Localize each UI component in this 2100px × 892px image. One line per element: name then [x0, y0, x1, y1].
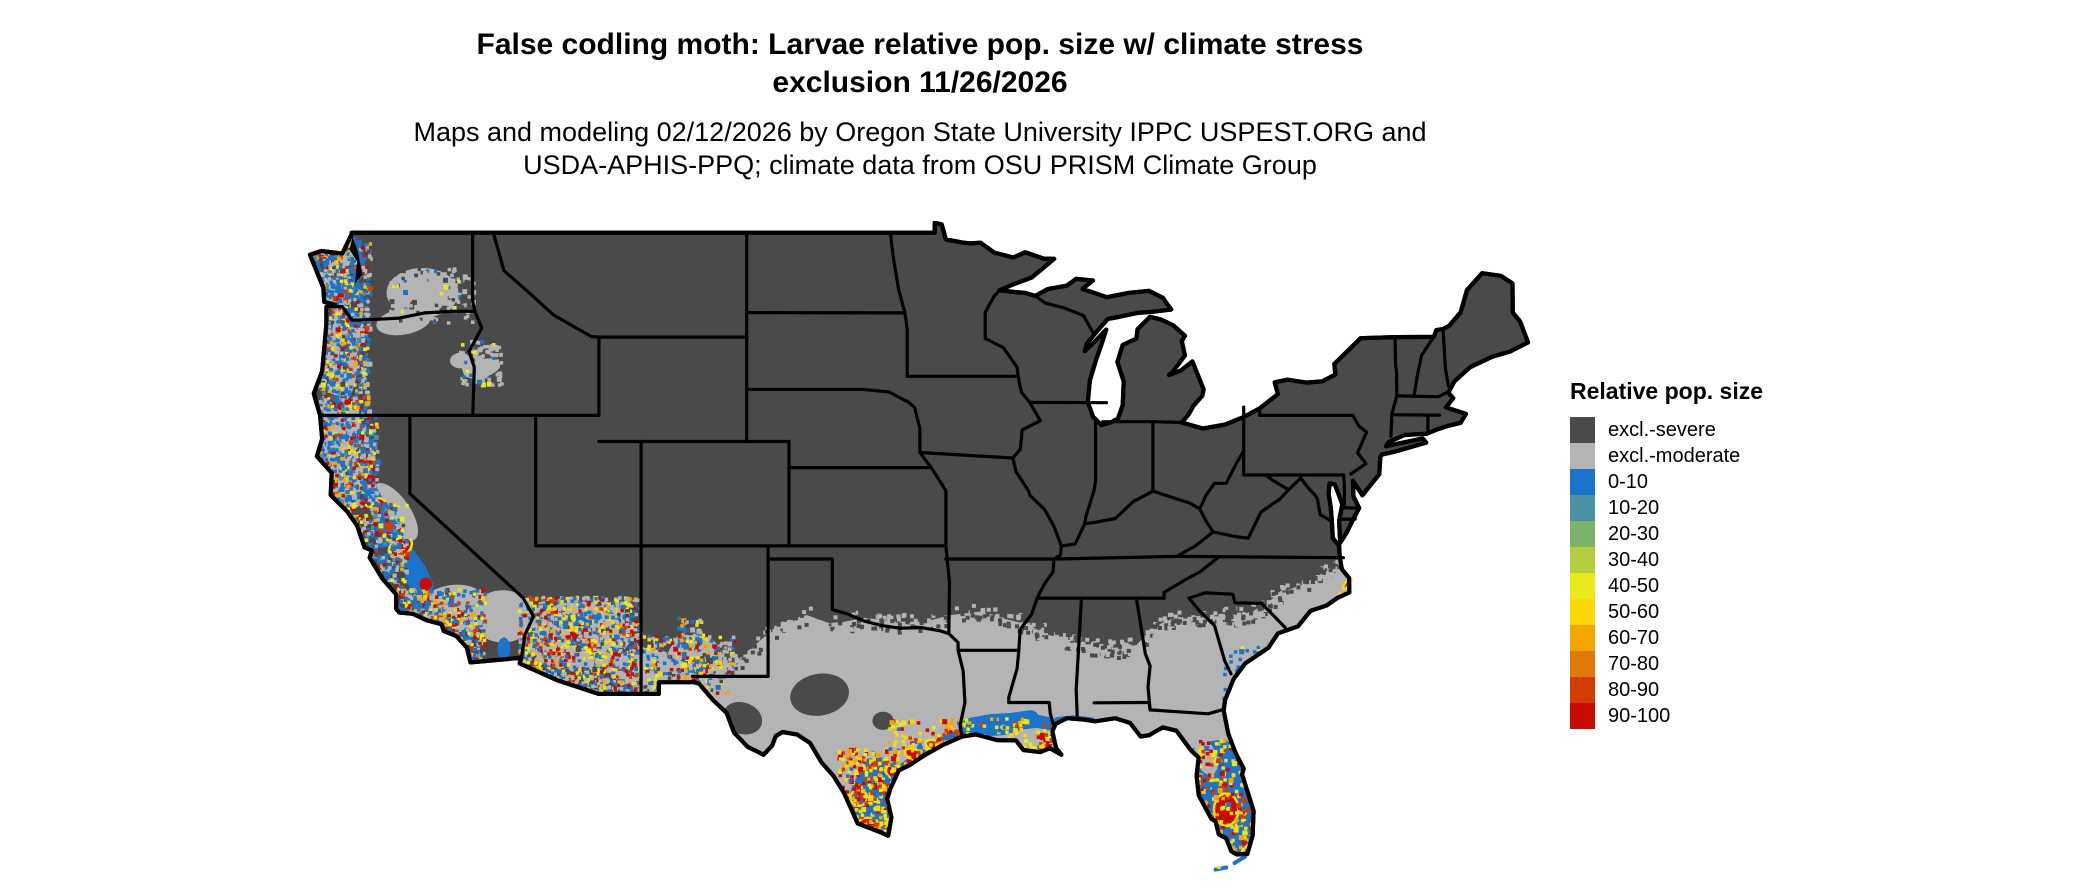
figure-title-line2: exclusion 11/26/2026	[772, 66, 1068, 99]
legend-swatch	[1570, 495, 1595, 521]
figure-subtitle-line2: USDA-APHIS-PPQ; climate data from OSU PR…	[523, 150, 1317, 180]
legend-item: 10-20	[1570, 495, 1763, 521]
legend-swatch	[1570, 677, 1595, 703]
legend-item: 70-80	[1570, 651, 1763, 677]
legend-swatch	[1570, 651, 1595, 677]
legend-swatch	[1570, 625, 1595, 651]
legend-item-label: 10-20	[1608, 497, 1660, 519]
legend-item: 50-60	[1570, 599, 1763, 625]
legend-item: 40-50	[1570, 573, 1763, 599]
figure-title-line1: False codling moth: Larvae relative pop.…	[476, 28, 1364, 61]
legend-item: 30-40	[1570, 547, 1763, 573]
legend-swatch	[1570, 443, 1595, 469]
legend-items: excl.-severe excl.-moderate 0-10 10-20 20-30…	[1570, 417, 1763, 729]
figure-title: False codling moth: Larvae relative pop.…	[220, 26, 1620, 102]
legend-item: 60-70	[1570, 625, 1763, 651]
legend-item: 20-30	[1570, 521, 1763, 547]
legend-item-label: excl.-severe	[1608, 419, 1716, 441]
legend-swatch	[1570, 547, 1595, 573]
legend-swatch	[1570, 521, 1595, 547]
legend-swatch	[1570, 573, 1595, 599]
legend-item-label: 50-60	[1608, 601, 1660, 623]
legend-item: excl.-severe	[1570, 417, 1763, 443]
legend-item-label: 0-10	[1608, 471, 1649, 493]
legend-swatch	[1570, 703, 1595, 729]
legend-item-label: 40-50	[1608, 575, 1660, 597]
legend-title: Relative pop. size	[1570, 378, 1764, 404]
legend-swatch	[1570, 417, 1595, 443]
us-map	[307, 221, 1531, 872]
map-legend: Relative pop. size excl.-severe excl.-mod…	[1570, 378, 1763, 729]
legend-item-label: 30-40	[1608, 549, 1660, 571]
legend-swatch	[1570, 599, 1595, 625]
legend-item-label: 20-30	[1608, 523, 1660, 545]
figure-subtitle-line1: Maps and modeling 02/12/2026 by Oregon S…	[413, 117, 1427, 147]
legend-item-label: 60-70	[1608, 627, 1660, 649]
legend-item-label: 80-90	[1608, 679, 1660, 701]
legend-item-label: excl.-moderate	[1608, 445, 1741, 467]
legend-item-label: 90-100	[1608, 705, 1671, 727]
legend-item: excl.-moderate	[1570, 443, 1763, 469]
legend-item-label: 70-80	[1608, 653, 1660, 675]
figure-subtitle: Maps and modeling 02/12/2026 by Oregon S…	[220, 116, 1620, 182]
legend-swatch	[1570, 469, 1595, 495]
legend-item: 80-90	[1570, 677, 1763, 703]
legend-item: 0-10	[1570, 469, 1763, 495]
legend-item: 90-100	[1570, 703, 1763, 729]
